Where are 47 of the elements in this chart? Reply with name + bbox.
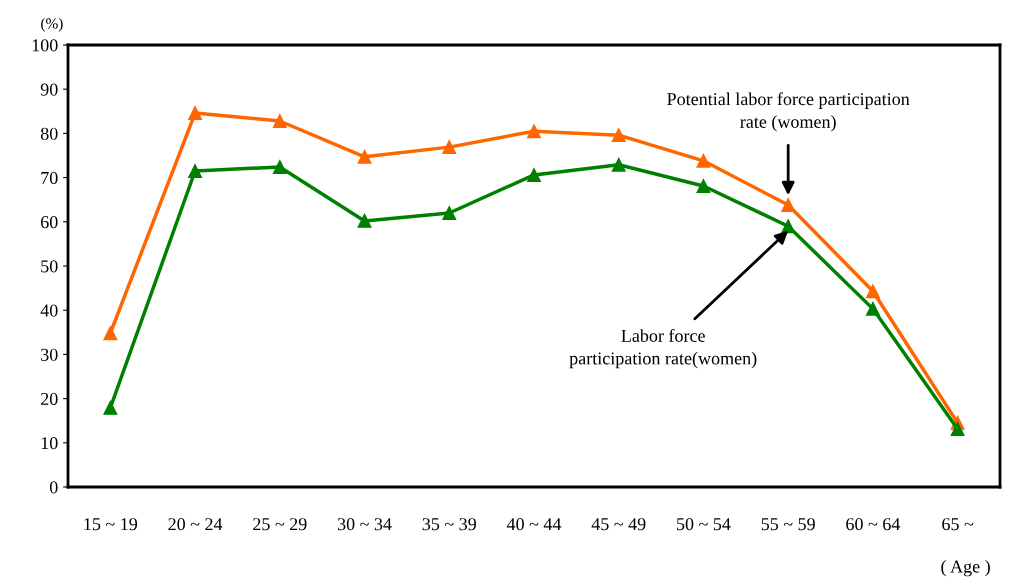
point xyxy=(188,106,203,121)
point xyxy=(272,160,287,174)
point xyxy=(103,400,118,415)
y-tick-label: 30 xyxy=(41,348,58,361)
x-tick-label: 20 ~ 24 xyxy=(168,518,223,531)
y-tick-label: 80 xyxy=(40,127,58,140)
y-tick-label: 40 xyxy=(40,304,58,317)
x-tick-label: 35 ~ 39 xyxy=(422,518,476,531)
x-tick-label: 55 ~ 59 xyxy=(761,518,815,531)
y-tick-label: 70 xyxy=(41,171,58,185)
point xyxy=(527,124,541,139)
x-tick-label: 15 ~ 19 xyxy=(84,518,138,531)
x-tick-label: 30 ~ 34 xyxy=(337,518,392,531)
point xyxy=(188,164,203,178)
point xyxy=(357,213,372,228)
annotation: Labor force participation rate(women) xyxy=(569,329,757,369)
point xyxy=(696,153,711,168)
x-tick-label: 50 ~ 54 xyxy=(677,518,731,531)
point xyxy=(442,140,457,155)
x-tick-label: 45 ~ 49 xyxy=(591,518,646,531)
point xyxy=(611,157,626,172)
point xyxy=(781,219,796,234)
point xyxy=(103,326,118,341)
point xyxy=(442,206,457,220)
x-axis-title: ( Age ) xyxy=(941,559,990,577)
point xyxy=(357,149,372,164)
point xyxy=(527,168,541,182)
x-tick-label: 65 ~ xyxy=(942,518,974,531)
annotation: Potential labor force participation rate (women) xyxy=(667,92,910,132)
y-tick-label: 60 xyxy=(41,216,58,229)
y-tick-label: 10 xyxy=(41,437,58,450)
y-tick-label: 0 xyxy=(49,481,58,494)
x-tick-label: 60 ~ 64 xyxy=(846,518,901,531)
point xyxy=(865,284,880,299)
point xyxy=(272,114,287,128)
point xyxy=(865,301,880,316)
x-tick-label: 40 ~ 44 xyxy=(506,518,562,531)
point xyxy=(950,422,965,437)
y-tick-label: 20 xyxy=(41,392,58,406)
y-tick-label: 90 xyxy=(40,83,58,96)
point xyxy=(781,198,796,212)
y-tick-label: 50 xyxy=(41,260,58,273)
point xyxy=(611,128,626,143)
point xyxy=(696,179,711,193)
y-tick-label: 100 xyxy=(32,39,58,52)
y-axis-title: (%) xyxy=(41,17,63,32)
x-tick-label: 25 ~ 29 xyxy=(253,518,307,531)
